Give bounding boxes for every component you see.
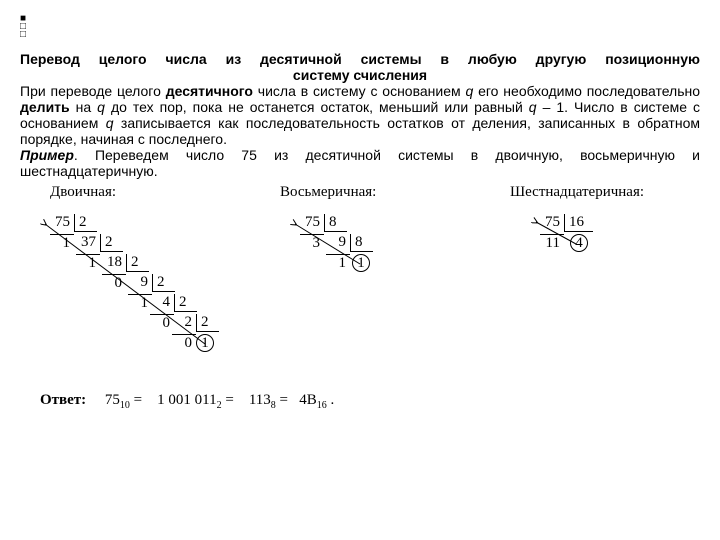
t: записывается как последовательность оста… xyxy=(20,115,700,147)
t: числа в систему с основанием xyxy=(253,83,466,99)
bullet-decor: ■ □ □ xyxy=(20,15,700,39)
t: до тех пор, пока не останется остаток, м… xyxy=(105,99,529,115)
hex-label: Шестнадцатеричная: xyxy=(510,184,644,201)
n: 113 xyxy=(249,392,271,408)
sub: 8 xyxy=(271,400,276,411)
t: его необходимо последовательно xyxy=(473,83,700,99)
sub: 10 xyxy=(120,400,130,411)
arrow-icon xyxy=(285,214,375,274)
example-label: Пример xyxy=(20,147,74,163)
t: на xyxy=(70,99,98,115)
sub: 16 xyxy=(317,400,327,411)
paragraph: При переводе целого десятичного числа в … xyxy=(20,83,700,147)
title-line-2: систему счисления xyxy=(20,67,700,83)
binary-label: Двоичная: xyxy=(50,184,116,201)
sub: 2 xyxy=(217,400,222,411)
conversion-diagrams: Двоичная: Восьмеричная: Шестнадцатерична… xyxy=(20,184,700,444)
dot: . xyxy=(331,392,335,408)
t: q xyxy=(529,99,537,115)
n: 4B xyxy=(299,392,317,408)
t: делить xyxy=(20,99,70,115)
example-text: . Переведем число 75 из десятичной систе… xyxy=(20,147,700,179)
arrow-icon xyxy=(35,214,215,354)
t: десятичного xyxy=(166,83,253,99)
t: q xyxy=(97,99,105,115)
t: При переводе целого xyxy=(20,83,166,99)
answer-line: Ответ: 7510 = 1 001 0112 = 1138 = 4B16 . xyxy=(20,392,334,411)
eq: = xyxy=(225,392,237,408)
n: 75 xyxy=(105,392,120,408)
example: Пример. Переведем число 75 из десятичной… xyxy=(20,147,700,179)
t: q xyxy=(106,115,114,131)
answer-label: Ответ: xyxy=(40,392,86,408)
n: 1 001 011 xyxy=(157,392,216,408)
eq: = xyxy=(280,392,292,408)
eq: = xyxy=(134,392,146,408)
title-line-1: Перевод целого числа из десятичной систе… xyxy=(20,51,700,67)
arrow-icon xyxy=(528,214,588,254)
octal-label: Восьмеричная: xyxy=(280,184,376,201)
